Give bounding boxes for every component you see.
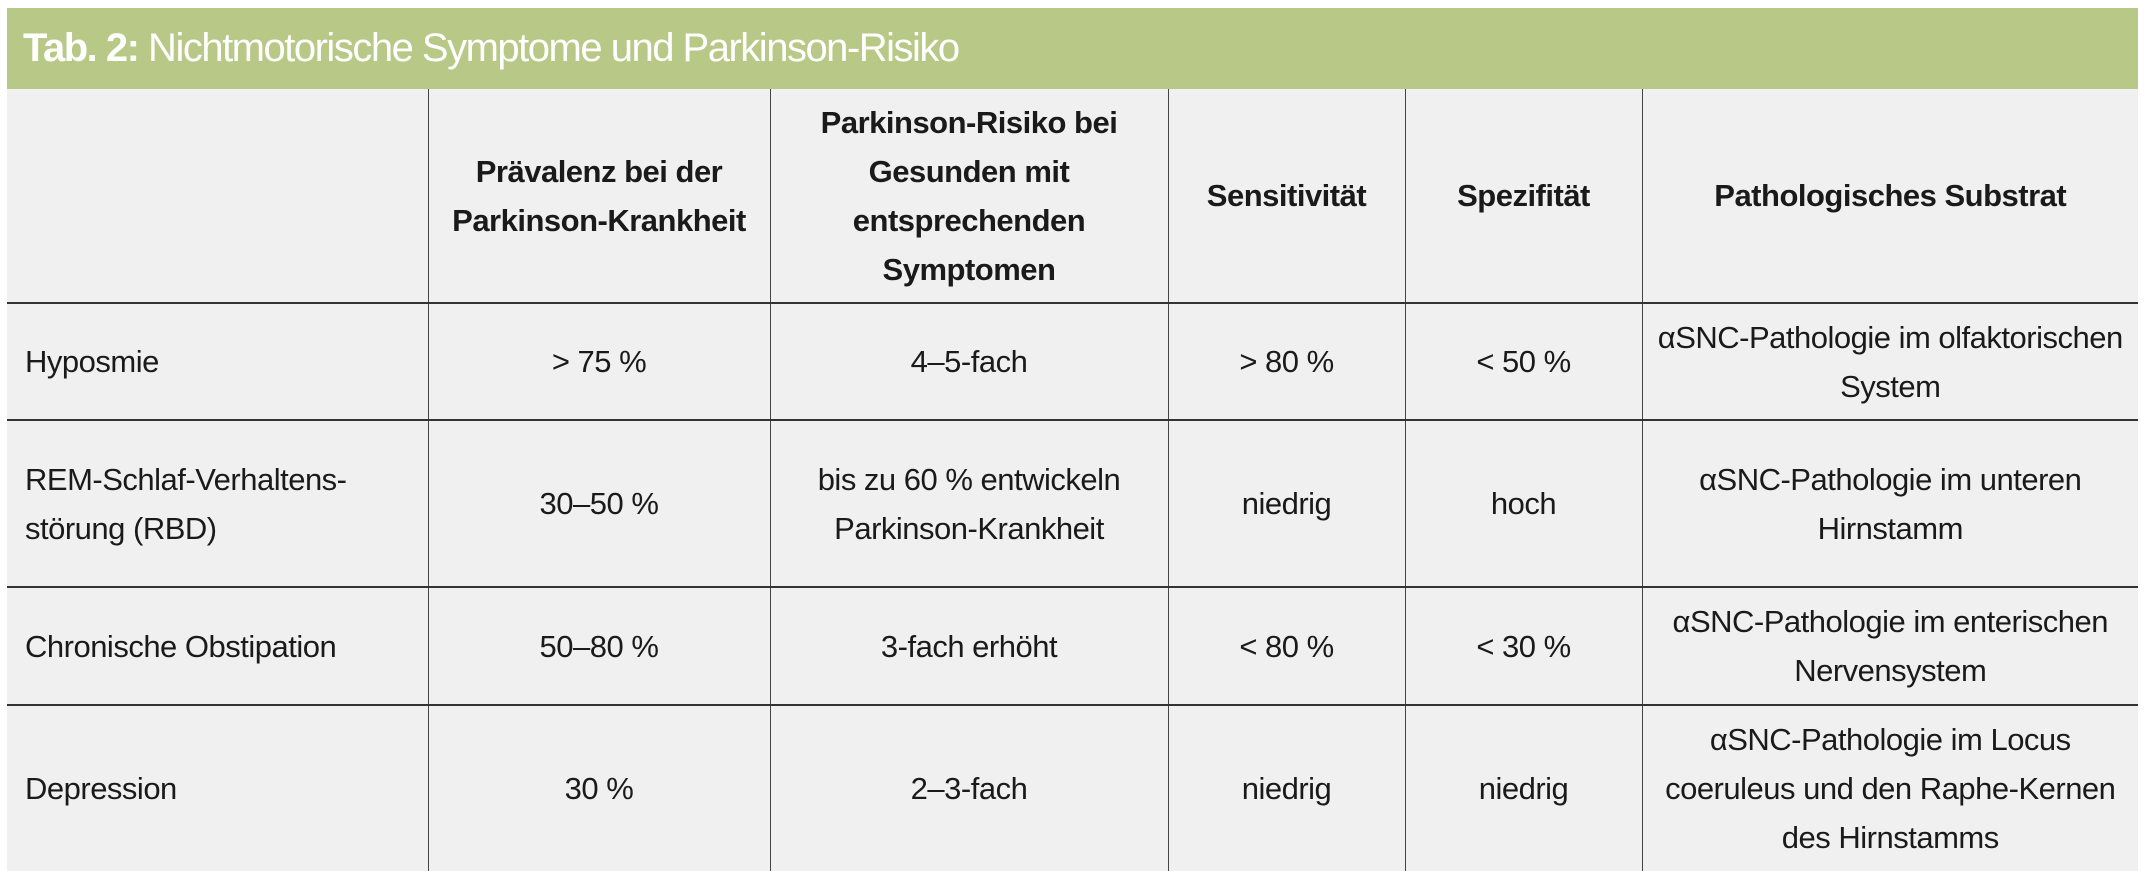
table-title: Tab. 2: Nichtmotorische Symptome und Par… bbox=[7, 8, 2138, 89]
table-cell: > 80 % bbox=[1167, 302, 1405, 420]
table-cell: 50–80 % bbox=[427, 586, 770, 705]
table-cell: niedrig bbox=[1167, 419, 1405, 587]
table-row: Hyposmie > 75 % 4–5-fach > 80 % < 50 % αSNC-P… bbox=[7, 302, 2138, 420]
table-cell: 3-fach erhöht bbox=[769, 586, 1168, 705]
table-cell: niedrig bbox=[1167, 704, 1405, 871]
column-header: Sensitivität bbox=[1167, 89, 1405, 303]
table-cell: niedrig bbox=[1404, 704, 1642, 871]
column-header: Prävalenz bei der Parkinson-Krankheit bbox=[427, 89, 770, 303]
row-label: REM-Schlaf-Verhaltens-störung (RBD) bbox=[7, 419, 428, 587]
table-cell: bis zu 60 % entwickeln Parkinson-Krankhe… bbox=[769, 419, 1168, 587]
column-header bbox=[7, 89, 428, 303]
table-cell: 30 % bbox=[427, 704, 770, 871]
table-cell: αSNC-Pathologie im olfaktorischen System bbox=[1641, 302, 2138, 420]
table-cell: 4–5-fach bbox=[769, 302, 1168, 420]
table-row: REM-Schlaf-Verhaltens-störung (RBD) 30–50… bbox=[7, 419, 2138, 587]
table-cell: < 80 % bbox=[1167, 586, 1405, 705]
row-label: Depression bbox=[7, 704, 428, 871]
table-cell: αSNC-Pathologie im enterischen Nervensys… bbox=[1641, 586, 2138, 705]
row-label: Chronische Obstipation bbox=[7, 586, 428, 705]
table-cell: αSNC-Pathologie im unteren Hirnstamm bbox=[1641, 419, 2138, 587]
table-cell: < 50 % bbox=[1404, 302, 1642, 420]
table-caption: Nichtmotorische Symptome und Parkinson-R… bbox=[138, 26, 960, 70]
table-cell: 2–3-fach bbox=[769, 704, 1168, 871]
table-row: Chronische Obstipation 50–80 % 3-fach erhö… bbox=[7, 586, 2138, 705]
column-header: Spezifität bbox=[1404, 89, 1642, 303]
table-cell: hoch bbox=[1404, 419, 1642, 587]
row-label: Hyposmie bbox=[7, 302, 428, 420]
table-cell: αSNC-Pathologie im Locus coeruleus und d… bbox=[1641, 704, 2138, 871]
symptom-table: Prävalenz bei der Parkinson-Krankheit Pa… bbox=[7, 89, 2138, 871]
column-header: Pathologisches Substrat bbox=[1641, 89, 2138, 303]
table-row: Depression 30 % 2–3-fach niedrig niedrig αSNC… bbox=[7, 704, 2138, 871]
column-header: Parkinson-Risiko bei Gesunden mit entspr… bbox=[769, 89, 1168, 303]
table-cell: < 30 % bbox=[1404, 586, 1642, 705]
table-number: Tab. 2: bbox=[23, 26, 140, 70]
table-cell: > 75 % bbox=[427, 302, 770, 420]
table-cell: 30–50 % bbox=[427, 419, 770, 587]
header-row: Prävalenz bei der Parkinson-Krankheit Pa… bbox=[7, 89, 2138, 303]
